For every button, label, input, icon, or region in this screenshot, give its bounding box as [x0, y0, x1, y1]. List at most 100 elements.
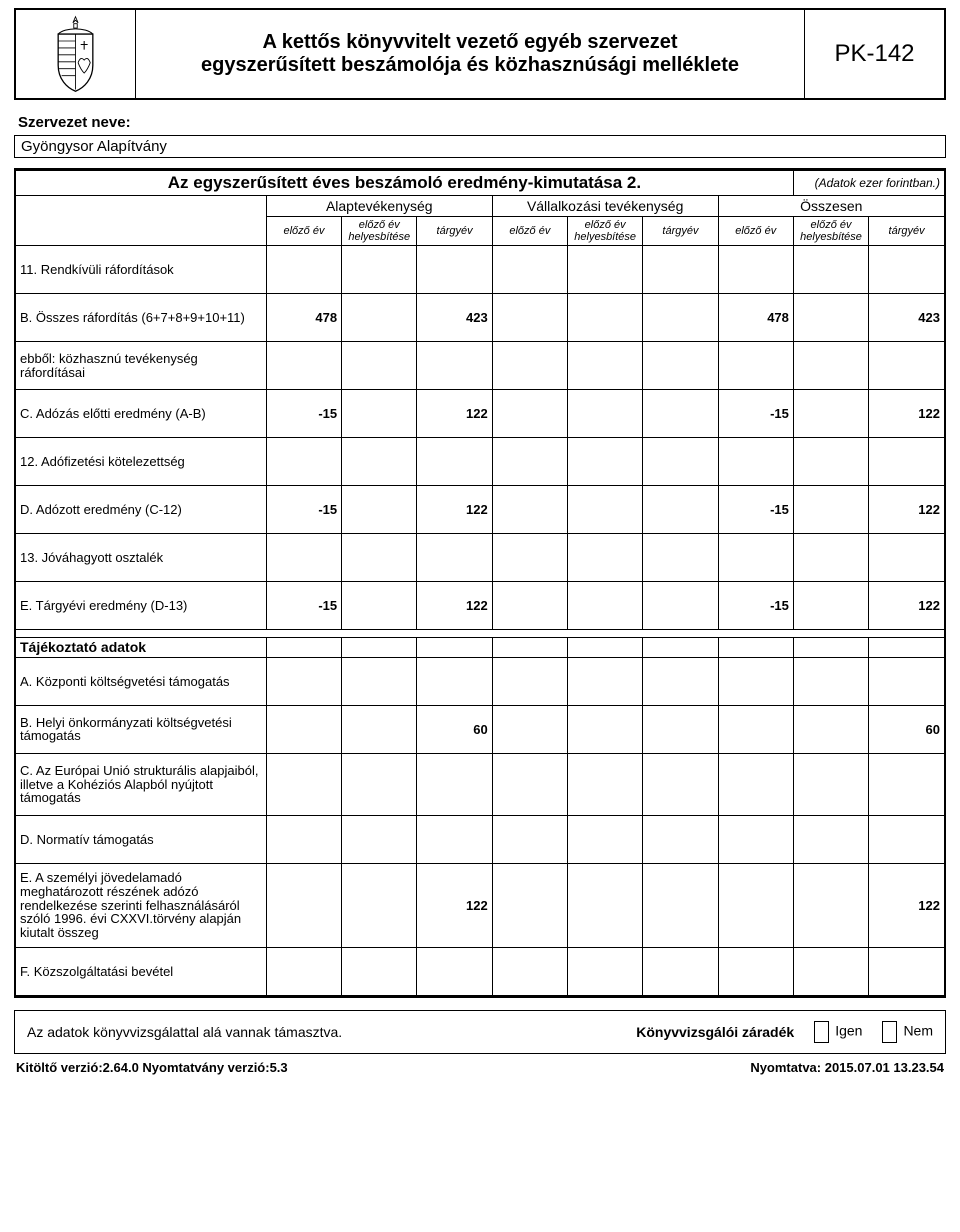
cell — [568, 390, 643, 438]
col-h: tárgyév — [417, 217, 492, 246]
row-label: 13. Jóváhagyott osztalék — [16, 534, 266, 582]
cell — [793, 582, 868, 630]
cell — [568, 438, 643, 486]
cell — [417, 438, 492, 486]
cell: -15 — [718, 582, 793, 630]
table-row: F. Közszolgáltatási bevétel — [16, 947, 944, 995]
cell — [718, 863, 793, 947]
cell — [643, 486, 718, 534]
cell: -15 — [266, 390, 341, 438]
table-row: 13. Jóváhagyott osztalék — [16, 534, 944, 582]
cell — [568, 582, 643, 630]
org-name: Gyöngysor Alapítvány — [14, 135, 946, 158]
org-label: Szervezet neve: — [18, 114, 942, 131]
col-h: előző évhelyesbítése — [342, 217, 417, 246]
row-label: C. Adózás előtti eredmény (A-B) — [16, 390, 266, 438]
cell — [793, 863, 868, 947]
cell — [342, 534, 417, 582]
cell — [266, 342, 341, 390]
row-label: D. Normatív támogatás — [16, 815, 266, 863]
cell — [266, 438, 341, 486]
cell: 122 — [417, 863, 492, 947]
cell — [869, 657, 944, 705]
cell — [417, 947, 492, 995]
cell — [492, 863, 567, 947]
row-label: A. Központi költségvetési támogatás — [16, 657, 266, 705]
meta-left: Kitöltő verzió:2.64.0 Nyomtatvány verzió… — [16, 1060, 288, 1075]
cell: 122 — [417, 486, 492, 534]
table-row: Tájékoztató adatok — [16, 638, 944, 658]
cell — [266, 657, 341, 705]
table-row: C. Az Európai Unió strukturális alapjaib… — [16, 753, 944, 815]
cell — [342, 947, 417, 995]
cell — [643, 438, 718, 486]
cell — [718, 815, 793, 863]
cell — [869, 947, 944, 995]
cell: 122 — [869, 486, 944, 534]
table-row: D. Adózott eredmény (C-12)-15122-15122 — [16, 486, 944, 534]
cell — [417, 657, 492, 705]
cell — [793, 390, 868, 438]
group-vall: Vállalkozási tevékenység — [492, 196, 718, 217]
row-label: F. Közszolgáltatási bevétel — [16, 947, 266, 995]
table-title: Az egyszerűsített éves beszámoló eredmén… — [16, 171, 793, 196]
col-h: tárgyév — [643, 217, 718, 246]
cell — [643, 657, 718, 705]
opt-no[interactable]: Nem — [882, 1021, 933, 1043]
audit-footer: Az adatok könyvvizsgálattal alá vannak t… — [14, 1010, 946, 1054]
cell — [643, 342, 718, 390]
row-label: E. A személyi jövedelamadó meghatározott… — [16, 863, 266, 947]
cell — [793, 705, 868, 753]
cell — [266, 705, 341, 753]
cell — [568, 705, 643, 753]
cell — [266, 947, 341, 995]
cell — [266, 534, 341, 582]
cell — [568, 753, 643, 815]
cell — [342, 342, 417, 390]
table-row: ebből: közhasznú tevékenység ráfordítása… — [16, 342, 944, 390]
col-h: előző évhelyesbítése — [568, 217, 643, 246]
cell — [568, 294, 643, 342]
cell: 478 — [718, 294, 793, 342]
cell — [342, 753, 417, 815]
title-line1: A kettős könyvvitelt vezető egyéb szerve… — [263, 31, 678, 53]
cell — [342, 815, 417, 863]
checkbox-icon[interactable] — [882, 1021, 897, 1043]
cell — [718, 657, 793, 705]
coat-of-arms-icon — [48, 15, 103, 93]
cell — [718, 534, 793, 582]
opt-yes[interactable]: Igen — [814, 1021, 862, 1043]
meta-right: Nyomtatva: 2015.07.01 13.23.54 — [750, 1060, 944, 1075]
cell — [342, 390, 417, 438]
cell: 122 — [417, 390, 492, 438]
cell — [793, 438, 868, 486]
cell — [568, 246, 643, 294]
cell — [643, 863, 718, 947]
col-h: előző év — [718, 217, 793, 246]
cell — [869, 438, 944, 486]
cell — [417, 815, 492, 863]
cell — [342, 863, 417, 947]
cell — [417, 342, 492, 390]
cell — [568, 815, 643, 863]
row-label: 12. Adófizetési kötelezettség — [16, 438, 266, 486]
cell — [342, 246, 417, 294]
row-label: E. Tárgyévi eredmény (D-13) — [16, 582, 266, 630]
cell: 423 — [417, 294, 492, 342]
cell: 122 — [869, 390, 944, 438]
row-label: D. Adózott eredmény (C-12) — [16, 486, 266, 534]
col-h: előző évhelyesbítése — [793, 217, 868, 246]
cell — [643, 753, 718, 815]
table-row: 11. Rendkívüli ráfordítások — [16, 246, 944, 294]
cell — [342, 657, 417, 705]
cell — [718, 246, 793, 294]
col-h: előző év — [266, 217, 341, 246]
cell — [492, 246, 567, 294]
form-header: A kettős könyvvitelt vezető egyéb szerve… — [14, 8, 946, 100]
cell — [869, 753, 944, 815]
table-row: B. Helyi önkormányzati költségvetési tám… — [16, 705, 944, 753]
cell — [869, 815, 944, 863]
cell — [492, 705, 567, 753]
cell — [718, 438, 793, 486]
checkbox-icon[interactable] — [814, 1021, 829, 1043]
